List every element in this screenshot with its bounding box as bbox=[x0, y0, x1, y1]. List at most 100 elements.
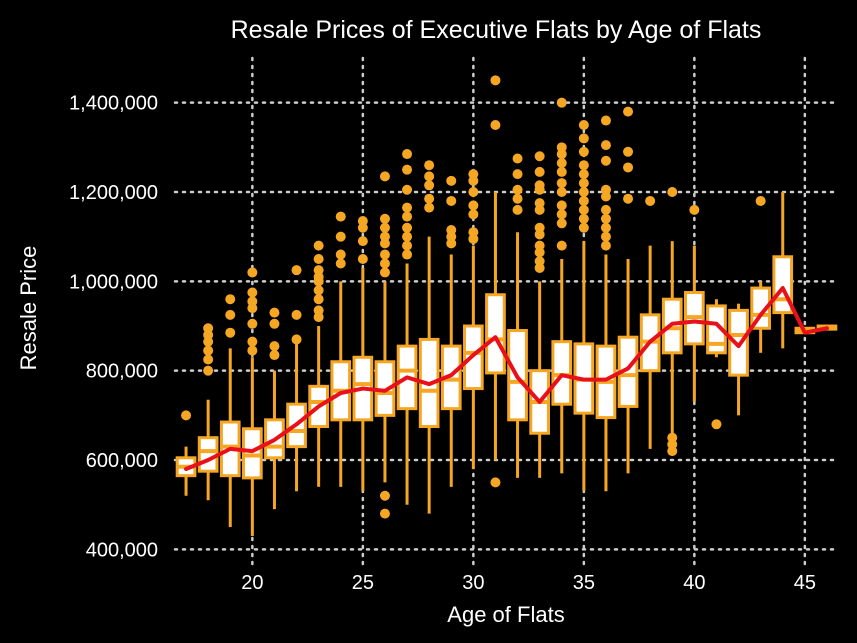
outlier-point bbox=[357, 236, 368, 247]
outlier-point bbox=[225, 294, 236, 305]
outlier-point bbox=[291, 265, 302, 276]
outlier-point bbox=[357, 254, 368, 265]
outlier-point bbox=[379, 508, 390, 519]
outlier-point bbox=[512, 184, 523, 195]
outlier-point bbox=[556, 97, 567, 108]
outlier-point bbox=[556, 240, 567, 251]
chart-title: Resale Prices of Executive Flats by Age … bbox=[231, 16, 762, 44]
outlier-point bbox=[623, 162, 634, 173]
box-iqr bbox=[485, 293, 506, 375]
box-age-43 bbox=[750, 195, 771, 353]
outlier-point bbox=[402, 222, 413, 233]
y-axis-label: Resale Price bbox=[16, 246, 41, 371]
outlier-point bbox=[379, 258, 390, 269]
box-age-18 bbox=[197, 323, 219, 501]
box-age-42 bbox=[728, 303, 749, 416]
outlier-point bbox=[424, 202, 435, 213]
outlier-point bbox=[645, 195, 656, 206]
outlier-point bbox=[468, 227, 479, 238]
box-age-22 bbox=[286, 265, 307, 492]
outlier-point bbox=[490, 75, 501, 86]
outlier-point bbox=[490, 477, 501, 488]
box-age-44 bbox=[772, 192, 794, 349]
outlier-point bbox=[667, 432, 678, 443]
outlier-point bbox=[578, 120, 589, 131]
outlier-point bbox=[247, 296, 258, 307]
outlier-point bbox=[313, 254, 324, 265]
outlier-point bbox=[534, 256, 545, 267]
box-age-37 bbox=[617, 106, 639, 474]
outlier-point bbox=[534, 166, 545, 177]
outlier-point bbox=[402, 231, 413, 242]
box-age-17 bbox=[175, 410, 197, 496]
outlier-point bbox=[203, 345, 214, 356]
box-age-31 bbox=[485, 75, 506, 488]
outlier-point bbox=[446, 195, 457, 206]
outlier-point bbox=[181, 410, 192, 421]
outlier-point bbox=[556, 157, 567, 168]
outlier-point bbox=[600, 115, 611, 126]
outlier-point bbox=[424, 160, 435, 171]
outlier-point bbox=[556, 218, 567, 229]
outlier-point bbox=[600, 240, 611, 251]
outlier-point bbox=[600, 231, 611, 242]
outlier-point bbox=[313, 294, 324, 305]
box-age-36 bbox=[595, 115, 617, 492]
outlier-point bbox=[313, 305, 324, 316]
x-tick-label: 40 bbox=[683, 572, 705, 594]
outlier-point bbox=[379, 171, 390, 182]
x-tick-label: 35 bbox=[573, 572, 595, 594]
outlier-point bbox=[402, 249, 413, 260]
outlier-point bbox=[556, 166, 567, 177]
box-layer bbox=[175, 75, 838, 536]
outlier-point bbox=[623, 146, 634, 157]
outlier-point bbox=[269, 341, 280, 352]
outlier-point bbox=[247, 267, 258, 278]
outlier-point bbox=[578, 133, 589, 144]
box-age-41 bbox=[706, 299, 727, 430]
outlier-point bbox=[534, 180, 545, 191]
box-age-27 bbox=[396, 149, 418, 505]
outlier-point bbox=[402, 164, 413, 175]
x-tick-label: 45 bbox=[794, 572, 816, 594]
box-age-40 bbox=[684, 204, 705, 402]
outlier-point bbox=[379, 490, 390, 501]
outlier-point bbox=[578, 187, 589, 198]
y-tick-labels: 400,000 600,000 800,000 1,000,000 1,200,000 1… bbox=[69, 93, 158, 562]
outlier-point bbox=[468, 200, 479, 211]
outlier-point bbox=[225, 327, 236, 338]
outlier-point bbox=[247, 336, 258, 347]
mean-trend-line bbox=[184, 286, 829, 471]
outlier-point bbox=[269, 350, 280, 361]
box-age-20 bbox=[242, 267, 263, 536]
outlier-point bbox=[335, 258, 346, 269]
outlier-point bbox=[357, 216, 368, 227]
outlier-point bbox=[689, 204, 700, 215]
grid-layer bbox=[173, 56, 840, 567]
outlier-point bbox=[402, 149, 413, 160]
box-iqr bbox=[197, 436, 219, 473]
outlier-point bbox=[490, 120, 501, 131]
outlier-point bbox=[556, 187, 567, 198]
outlier-point bbox=[379, 213, 390, 224]
outlier-point bbox=[335, 211, 346, 222]
outlier-point bbox=[578, 204, 589, 215]
outlier-point bbox=[269, 318, 280, 329]
outlier-point bbox=[512, 204, 523, 215]
outlier-point bbox=[225, 309, 236, 320]
outlier-point bbox=[468, 187, 479, 198]
box-age-19 bbox=[219, 294, 241, 528]
outlier-point bbox=[600, 155, 611, 166]
outlier-point bbox=[512, 169, 523, 180]
box-age-26 bbox=[374, 171, 396, 519]
box-age-33 bbox=[529, 151, 550, 478]
y-tick-label: 1,400,000 bbox=[69, 93, 158, 115]
outlier-point bbox=[578, 160, 589, 171]
box-age-32 bbox=[507, 153, 528, 478]
box-age-29 bbox=[440, 175, 462, 487]
outlier-point bbox=[247, 287, 258, 298]
y-tick-label: 600,000 bbox=[86, 450, 158, 472]
box-age-23 bbox=[308, 240, 329, 487]
y-tick-label: 800,000 bbox=[86, 361, 158, 383]
box-age-24 bbox=[330, 211, 352, 487]
